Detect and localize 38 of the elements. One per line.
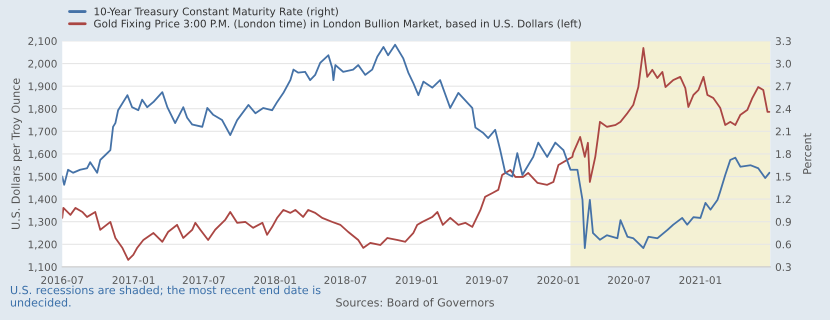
y2-tick-label: 3.0 — [776, 60, 791, 68]
y2-tick-label: 0.3 — [776, 263, 791, 271]
x-tick-label: 2017-07 — [182, 276, 225, 284]
x-tick-label: 2019-01 — [396, 276, 438, 284]
x-tick-label: 2021-01 — [679, 276, 722, 284]
y-tick-label: 1,800 — [28, 104, 57, 114]
y2-axis-title: Percent — [803, 133, 812, 174]
legend-label: Gold Fixing Price 3:00 P.M. (London time) in London Bullion Market, based in U.S. Dollars (left) — [94, 19, 581, 30]
y-tick-label: 2,000 — [28, 60, 57, 69]
y2-tick-label: 1.2 — [776, 195, 791, 204]
y-tick-label: 1,100 — [28, 263, 57, 272]
x-tick-label: 2016-07 — [41, 276, 84, 284]
y2-tick-label: 2.1 — [776, 128, 791, 136]
y-tick-label: 1,600 — [28, 150, 57, 160]
x-tick-label: 2017-01 — [112, 276, 154, 284]
y2-tick-label: 3.3 — [776, 37, 791, 46]
x-tick-label: 2020-01 — [537, 276, 580, 284]
x-tick-label: 2018-01 — [254, 276, 296, 284]
y-tick-label: 1,900 — [28, 82, 57, 92]
legend-label: 10-Year Treasury Constant Maturity Rate (right) — [94, 7, 338, 18]
y2-tick-label: 0.6 — [776, 240, 792, 248]
y2-tick-label: 1.5 — [776, 172, 791, 181]
y2-tick-label: 1.8 — [776, 150, 791, 158]
y-tick-label: 1,400 — [28, 195, 57, 204]
y-tick-label: 1,200 — [28, 240, 57, 250]
x-tick-label: 2020-07 — [608, 276, 650, 284]
y-tick-label: 1,500 — [28, 172, 57, 182]
y2-tick-label: 2.7 — [776, 82, 791, 90]
y-tick-label: 1,300 — [28, 218, 57, 227]
x-tick-label: 2018-07 — [324, 276, 366, 284]
y-axis-title: U.S. Dollars per Troy Ounce — [11, 78, 22, 230]
y2-tick-label: 0.9 — [776, 218, 791, 226]
text: U.S. recessions are shaded; the most recent end date is undecided. — [10, 286, 320, 307]
y2-tick-label: 2.4 — [776, 104, 792, 113]
y-tick-label: 2,100 — [28, 37, 57, 46]
y-tick-label: 1,700 — [28, 128, 57, 136]
x-tick-label: 2019-07 — [466, 276, 508, 284]
source-note: Sources: Board of Governors — [336, 298, 494, 307]
